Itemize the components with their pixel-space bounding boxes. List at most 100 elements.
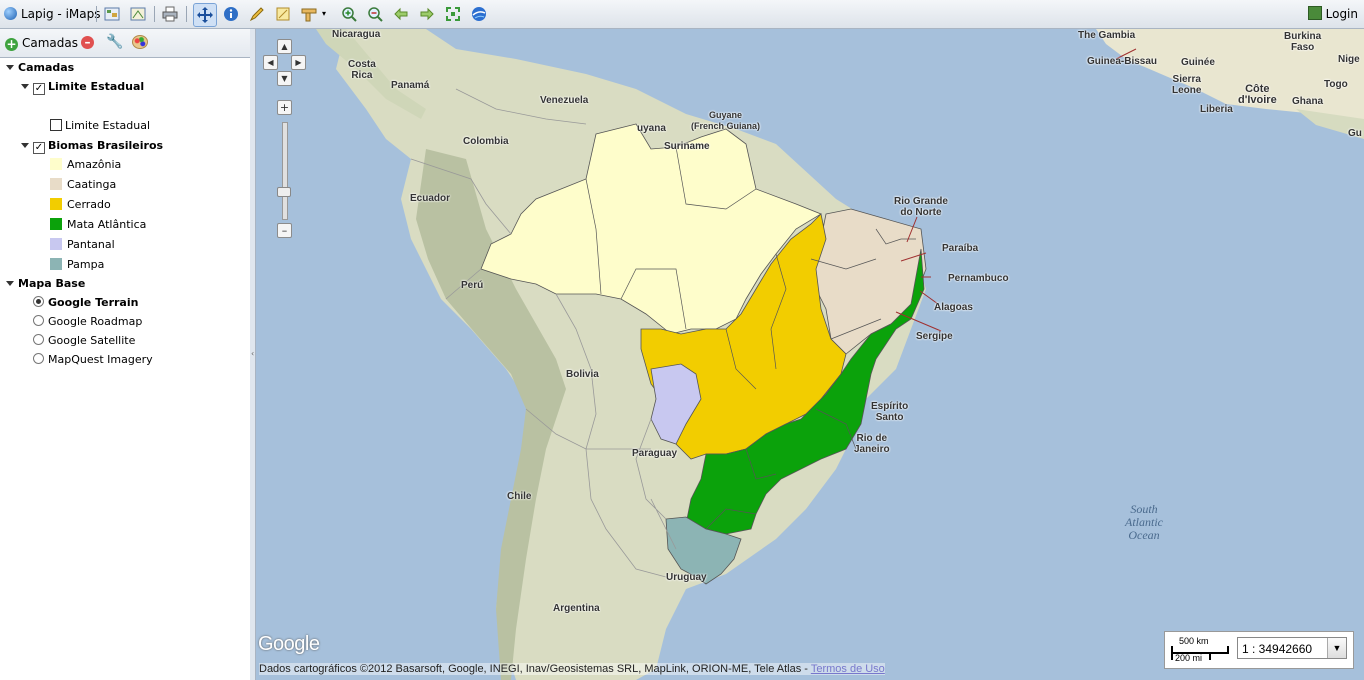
base-map-option[interactable]: Google Roadmap — [33, 314, 142, 330]
add-layer-label: Camadas — [22, 36, 78, 50]
map-label-colombia: Colombia — [463, 136, 509, 147]
wrench-icon[interactable]: 🔧 — [106, 34, 124, 50]
central-america-land — [316, 29, 426, 119]
base-map-option[interactable]: Google Terrain — [33, 295, 138, 311]
full-extent-icon[interactable] — [443, 4, 463, 24]
scale-select[interactable]: 1 : 34942660 ▼ — [1237, 637, 1347, 659]
legend-swatch — [50, 218, 62, 230]
map-label-guyane: Guyane (French Guiana) — [691, 110, 761, 131]
map-label-argentina: Argentina — [553, 603, 600, 614]
scale-bar-km — [1171, 646, 1229, 654]
login-label: Login — [1325, 7, 1358, 21]
map-label-costa-rica: Costa Rica — [348, 59, 376, 81]
expand-icon[interactable] — [21, 143, 29, 148]
map-label-gu: Gu — [1348, 128, 1362, 139]
legend-swatch — [50, 198, 62, 210]
radio-button[interactable] — [33, 315, 44, 326]
layer-biomas[interactable]: ✓ Biomas Brasileiros — [21, 138, 163, 154]
app-title: Lapig - iMaps — [4, 6, 100, 22]
base-map-option-label: MapQuest Imagery — [48, 353, 153, 366]
app-title-text: Lapig - iMaps — [21, 7, 101, 21]
measure-area-icon[interactable] — [273, 4, 293, 24]
map-label-chile: Chile — [507, 491, 532, 502]
scale-control: 500 km 200 mi 1 : 34942660 ▼ — [1164, 631, 1354, 669]
edit-icon[interactable] — [247, 4, 267, 24]
pan-left-button[interactable]: ◀ — [263, 55, 278, 70]
toolbar-separator — [186, 6, 187, 22]
layer-checkbox[interactable]: ✓ — [33, 142, 45, 154]
pan-down-button[interactable]: ▼ — [277, 71, 292, 86]
legend-item-biome: Pampa — [50, 257, 104, 273]
collapse-icon[interactable]: ‹ — [251, 349, 255, 358]
legend-swatch — [50, 238, 62, 250]
radio-button[interactable] — [33, 353, 44, 364]
remove-layer-icon[interactable]: – — [81, 36, 94, 49]
layers-icon[interactable] — [102, 4, 122, 24]
andes-relief — [416, 149, 566, 680]
zoom-slider-handle[interactable] — [277, 187, 291, 197]
legend-label: Limite Estadual — [65, 119, 151, 132]
legend-swatch — [50, 119, 62, 131]
scale-select-value: 1 : 34942660 — [1242, 642, 1313, 656]
tree-mapa-base[interactable]: Mapa Base — [6, 276, 85, 292]
grid-icon[interactable] — [128, 4, 148, 24]
legend-item-biome: Caatinga — [50, 177, 116, 193]
map-view[interactable]: Nicaragua Costa Rica Panamá Venezuela uy… — [256, 29, 1364, 680]
africa-land — [1096, 29, 1364, 139]
google-earth-icon[interactable] — [469, 4, 489, 24]
info-icon[interactable] — [221, 4, 241, 24]
radio-button[interactable] — [33, 334, 44, 345]
expand-icon[interactable] — [21, 84, 29, 89]
legend-swatch — [50, 178, 62, 190]
layer-limite-estadual[interactable]: ✓ Limite Estadual — [21, 79, 144, 95]
measure-line-icon[interactable] — [299, 4, 319, 24]
zoom-out-button[interactable]: – — [277, 223, 292, 238]
panel-splitter[interactable]: ‹ — [250, 29, 256, 680]
map-label-burkina-faso: Burkina Faso — [1284, 31, 1322, 53]
base-map-option[interactable]: MapQuest Imagery — [33, 352, 153, 368]
map-label-south-atlantic-ocean: South Atlantic Ocean — [1125, 502, 1163, 542]
terms-link[interactable]: Termos de Uso — [810, 663, 885, 675]
legend-label: Mata Atlântica — [67, 218, 147, 231]
legend-label: Cerrado — [67, 198, 111, 211]
tree-root-label: Camadas — [18, 61, 75, 74]
map-label-guinea-bissau: Guinea-Bissau — [1087, 56, 1158, 67]
expand-icon[interactable] — [6, 281, 14, 286]
main-toolbar: Lapig - iMaps ▾ Login — [0, 0, 1364, 29]
pan-right-button[interactable]: ▶ — [291, 55, 306, 70]
palette-icon[interactable] — [132, 35, 148, 49]
print-icon[interactable] — [160, 4, 180, 24]
map-label-uruguay: Uruguay — [666, 572, 707, 583]
base-map-option[interactable]: Google Satellite — [33, 333, 135, 349]
legend-swatch — [50, 158, 62, 170]
expand-icon[interactable] — [6, 65, 14, 70]
zoom-slider[interactable] — [282, 122, 288, 220]
map-label-liberia: Liberia — [1200, 104, 1233, 115]
toolbar-separator — [96, 6, 97, 22]
tree-root-camadas[interactable]: Camadas — [6, 60, 74, 76]
add-layer-button[interactable]: + Camadas — [5, 35, 78, 51]
zoom-in-button[interactable]: + — [277, 100, 292, 115]
map-label-pernambuco: Pernambuco — [948, 273, 1009, 284]
google-logo: Google — [258, 633, 320, 655]
layer-checkbox[interactable]: ✓ — [33, 83, 45, 95]
pan-up-button[interactable]: ▲ — [277, 39, 292, 54]
chevron-down-icon[interactable]: ▼ — [1327, 638, 1346, 658]
login-icon — [1307, 6, 1322, 20]
map-label-cote-divoire: Côte d'Ivoire — [1238, 83, 1277, 106]
chevron-down-icon[interactable]: ▾ — [321, 9, 326, 18]
map-label-niger: Nige — [1338, 54, 1360, 65]
map-label-ghana: Ghana — [1292, 96, 1324, 107]
layers-panel: + Camadas – 🔧 Camadas ✓ Limite Estadual Li… — [0, 29, 251, 680]
back-icon[interactable] — [391, 4, 411, 24]
zoom-in-icon[interactable] — [339, 4, 359, 24]
radio-button[interactable] — [33, 296, 44, 307]
forward-icon[interactable] — [417, 4, 437, 24]
pan-icon[interactable] — [193, 3, 217, 27]
globe-icon — [4, 7, 17, 20]
zoom-out-icon[interactable] — [365, 4, 385, 24]
attribution-text: Dados cartográficos ©2012 Basarsoft, Goo… — [259, 663, 811, 675]
login-button[interactable]: Login — [1307, 6, 1358, 22]
map-label-panama: Panamá — [391, 80, 430, 91]
biome-amazonia — [480, 123, 822, 335]
